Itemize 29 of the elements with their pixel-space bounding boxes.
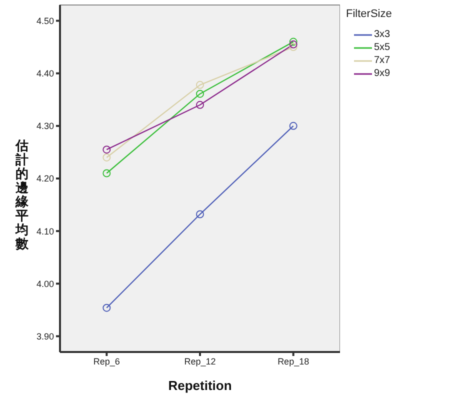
y-tick-label: 4.50 — [36, 16, 54, 26]
legend-label: 9x9 — [374, 68, 390, 79]
point — [289, 122, 298, 130]
point — [102, 153, 111, 162]
point — [102, 146, 111, 154]
y-axis-title: 估計的邊緣平均數 — [14, 139, 30, 252]
point — [289, 40, 298, 48]
y-tick-label: 4.00 — [36, 278, 54, 289]
legend-label: 5x5 — [374, 42, 390, 53]
point — [289, 43, 298, 52]
x-tick-label: Rep_18 — [278, 356, 310, 366]
x-tick-label: Rep_12 — [184, 356, 216, 366]
legend-label: 7x7 — [374, 55, 390, 66]
y-tick-label: 3.90 — [36, 331, 54, 342]
point — [289, 38, 298, 46]
point — [196, 80, 204, 89]
y-tick-label: 4.20 — [36, 174, 54, 184]
y-tick-label: 4.10 — [36, 226, 54, 236]
x-tick-label: Rep_6 — [93, 356, 120, 366]
legend-label: 3x3 — [374, 29, 390, 40]
x-axis-title: Repetition — [168, 378, 232, 393]
point — [196, 90, 204, 98]
y-tick-label: 4.40 — [36, 68, 54, 79]
legend-title: FilterSize — [346, 8, 392, 20]
point — [196, 100, 204, 109]
y-tick-label: 4.30 — [36, 121, 54, 132]
point — [102, 304, 111, 312]
point — [102, 169, 111, 178]
point — [196, 210, 204, 218]
